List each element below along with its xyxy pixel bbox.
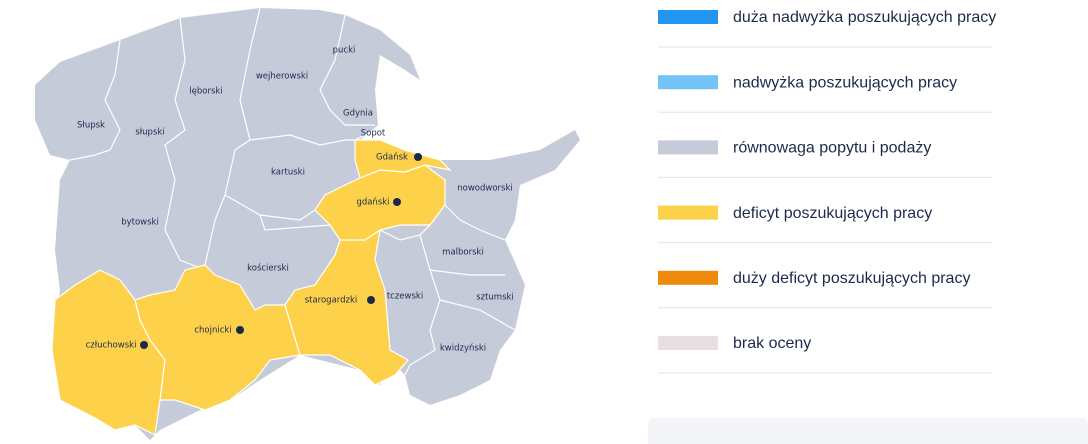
region-label: kościerski (247, 263, 289, 274)
region-label: Słupsk (77, 121, 105, 131)
border (319, 14, 375, 126)
border (69, 39, 121, 161)
region-label: kartuski (271, 168, 305, 178)
border (379, 224, 431, 241)
region-label: gdański (356, 198, 389, 208)
border (224, 194, 316, 221)
region-label: Gdańsk (376, 153, 408, 163)
panel (648, 418, 1088, 444)
region-area (284, 228, 409, 386)
region-label: tczewski (387, 292, 423, 302)
border (249, 129, 376, 146)
border (204, 7, 261, 266)
region-label: wejherowski (256, 72, 308, 82)
region-labels: Słupsk słupski lęborski wejherowski pucki Gdy… (77, 46, 514, 354)
border (439, 299, 516, 331)
map: Słupsk słupski lęborski wejherowski pucki Gdy… (35, 7, 580, 440)
legend-swatch (658, 10, 718, 24)
legend-label: duży deficyt poszukujących pracy (733, 270, 970, 287)
region-label: człuchowski (86, 341, 137, 351)
region-label: kwidzyński (440, 344, 486, 354)
region-label: chojnicki (194, 326, 231, 336)
border (429, 269, 505, 276)
region-label: Gdynia (343, 109, 373, 119)
border (444, 204, 506, 241)
info-icon[interactable] (393, 198, 401, 206)
legend-label: duża nadwyżka poszukujących pracy (733, 9, 996, 26)
region-area (354, 139, 452, 179)
legend-swatch (658, 270, 718, 285)
region-label: bytowski (121, 218, 159, 228)
legend-swatch (658, 205, 718, 220)
region-label: nowodworski (457, 184, 513, 194)
legend-label: równowaga popytu i podaży (733, 140, 931, 157)
region-label: Sopot (361, 129, 386, 139)
legend-label: nadwyżka poszukujących pracy (733, 74, 957, 91)
region-label: malborski (442, 248, 484, 258)
info-icon[interactable] (367, 296, 375, 304)
legend-swatch (658, 336, 718, 350)
legend-label: brak oceny (733, 335, 811, 352)
legend: duża nadwyżka poszukujących pracy nadwyżk… (658, 9, 996, 374)
region-label: lęborski (189, 87, 222, 97)
legend-label: deficyt poszukujących pracy (733, 205, 932, 222)
region-label: starogardzki (305, 296, 358, 306)
border (164, 17, 201, 269)
region-label: słupski (135, 128, 164, 138)
info-icon[interactable] (236, 326, 244, 334)
info-icon[interactable] (414, 153, 422, 161)
legend-swatch (658, 75, 718, 90)
border (259, 214, 331, 231)
info-icons (140, 153, 422, 349)
region-label: pucki (333, 46, 356, 56)
legend-swatch (658, 140, 718, 155)
region-area (314, 164, 446, 241)
info-icon[interactable] (140, 341, 148, 349)
region-label: sztumski (476, 293, 514, 303)
